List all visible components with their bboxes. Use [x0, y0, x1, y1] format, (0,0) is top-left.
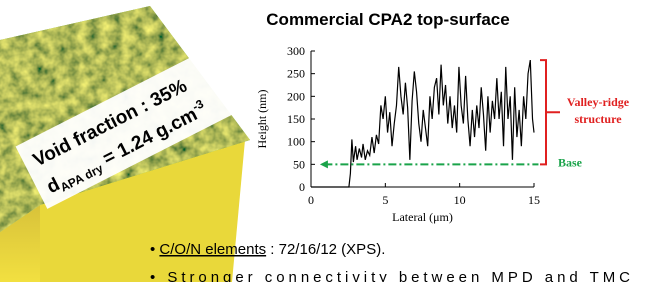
y-axis-label: Height (nm): [255, 90, 269, 149]
slide: Void fraction : 35% dAPA dry = 1.24 g.cm…: [0, 0, 650, 282]
x-tick-label: 15: [528, 193, 540, 207]
y-tick-label: 250: [287, 67, 305, 81]
bullet: • C/O/N elements : 72/16/12 (XPS).: [150, 241, 385, 258]
x-axis-label: Lateral (μm): [392, 210, 453, 224]
line: [311, 60, 534, 187]
y-tick-label: 50: [293, 157, 305, 171]
x-tick-label: 10: [454, 193, 466, 207]
annotation-text: structure: [574, 112, 622, 126]
chart-title: Commercial CPA2 top-surface: [266, 10, 509, 29]
y-tick-label: 0: [299, 180, 305, 194]
y-tick-label: 100: [287, 135, 305, 149]
y-tick-label: 300: [287, 44, 305, 58]
x-tick-label: 0: [308, 193, 314, 207]
arrow-head: [320, 160, 328, 168]
bracket: [540, 60, 560, 164]
y-tick-label: 200: [287, 89, 305, 103]
x-tick-label: 5: [382, 193, 388, 207]
annotation-text: Valley-ridge: [567, 95, 630, 109]
plot: 0 50 100 150 200 250 300 0 5 10 15 Lateral (μm) Heig…: [255, 44, 630, 224]
y-tick-label: 150: [287, 112, 305, 126]
annotation-text: Base: [558, 155, 583, 169]
